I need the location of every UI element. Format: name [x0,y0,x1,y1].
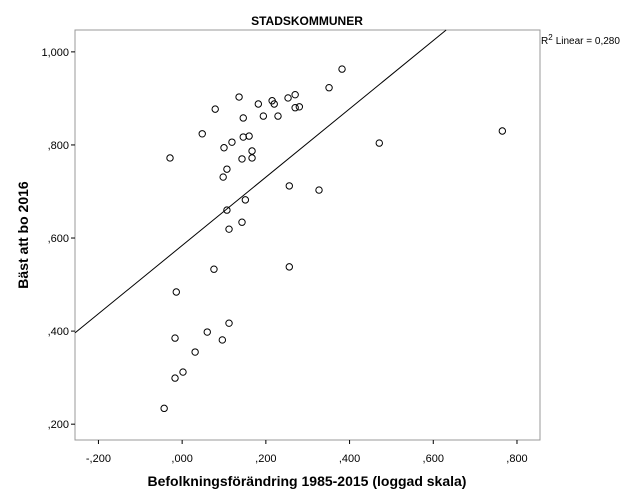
point [211,105,219,113]
point [285,263,293,271]
y-tick-label: 1,000 [41,47,69,59]
fit-label-rest: Linear = 0,280 [556,36,621,47]
point [498,127,507,135]
point [338,65,346,73]
point [203,328,211,336]
point [241,196,250,204]
fit-line [74,29,447,334]
y-tick-label: ,800 [48,140,69,152]
point [218,336,227,344]
point [160,404,168,413]
point [274,112,282,120]
point [220,144,228,152]
y-axis-label: Bäst att bo 2016 [15,181,31,289]
point [284,94,292,102]
point [171,374,179,382]
x-axis-label: Befolkningsförändring 1985-2015 (loggad … [148,473,467,489]
plot-area [74,29,541,441]
point [219,173,227,181]
x-tick-label: ,200 [255,453,276,465]
x-tick-label: ,400 [339,453,360,465]
point [238,218,246,226]
point [270,100,278,108]
point [238,155,246,163]
chart-title: STADSKOMMUNER [251,14,363,28]
point [223,206,231,214]
point [166,154,174,162]
x-tick-label: -,200 [86,453,111,465]
y-tick-label: ,200 [48,419,69,431]
point [375,139,383,147]
point [225,225,233,233]
fit-label-main: R [541,36,548,47]
y-tick-label: ,400 [48,326,69,338]
point [259,112,268,120]
point [291,90,299,99]
point [198,130,206,138]
point [295,103,304,111]
y-tick-label: ,600 [48,233,69,245]
point [171,334,179,342]
fit-label: R2 Linear = 0,280 [541,33,620,47]
point [254,100,263,108]
point [179,368,187,376]
point [225,319,233,327]
point [245,132,253,140]
point [228,138,236,146]
point [239,114,247,122]
point [315,186,323,194]
x-tick-label: ,800 [506,453,527,465]
point [248,154,256,162]
point [285,182,293,190]
point [191,348,199,356]
point [291,104,299,112]
x-tick-label: ,000 [171,453,192,465]
point [248,147,256,155]
point [223,165,231,173]
fit-label-sup: 2 [548,33,553,42]
point [325,84,333,92]
point [235,93,243,101]
point [172,288,180,296]
point [210,265,218,273]
x-tick-label: ,600 [423,453,444,465]
